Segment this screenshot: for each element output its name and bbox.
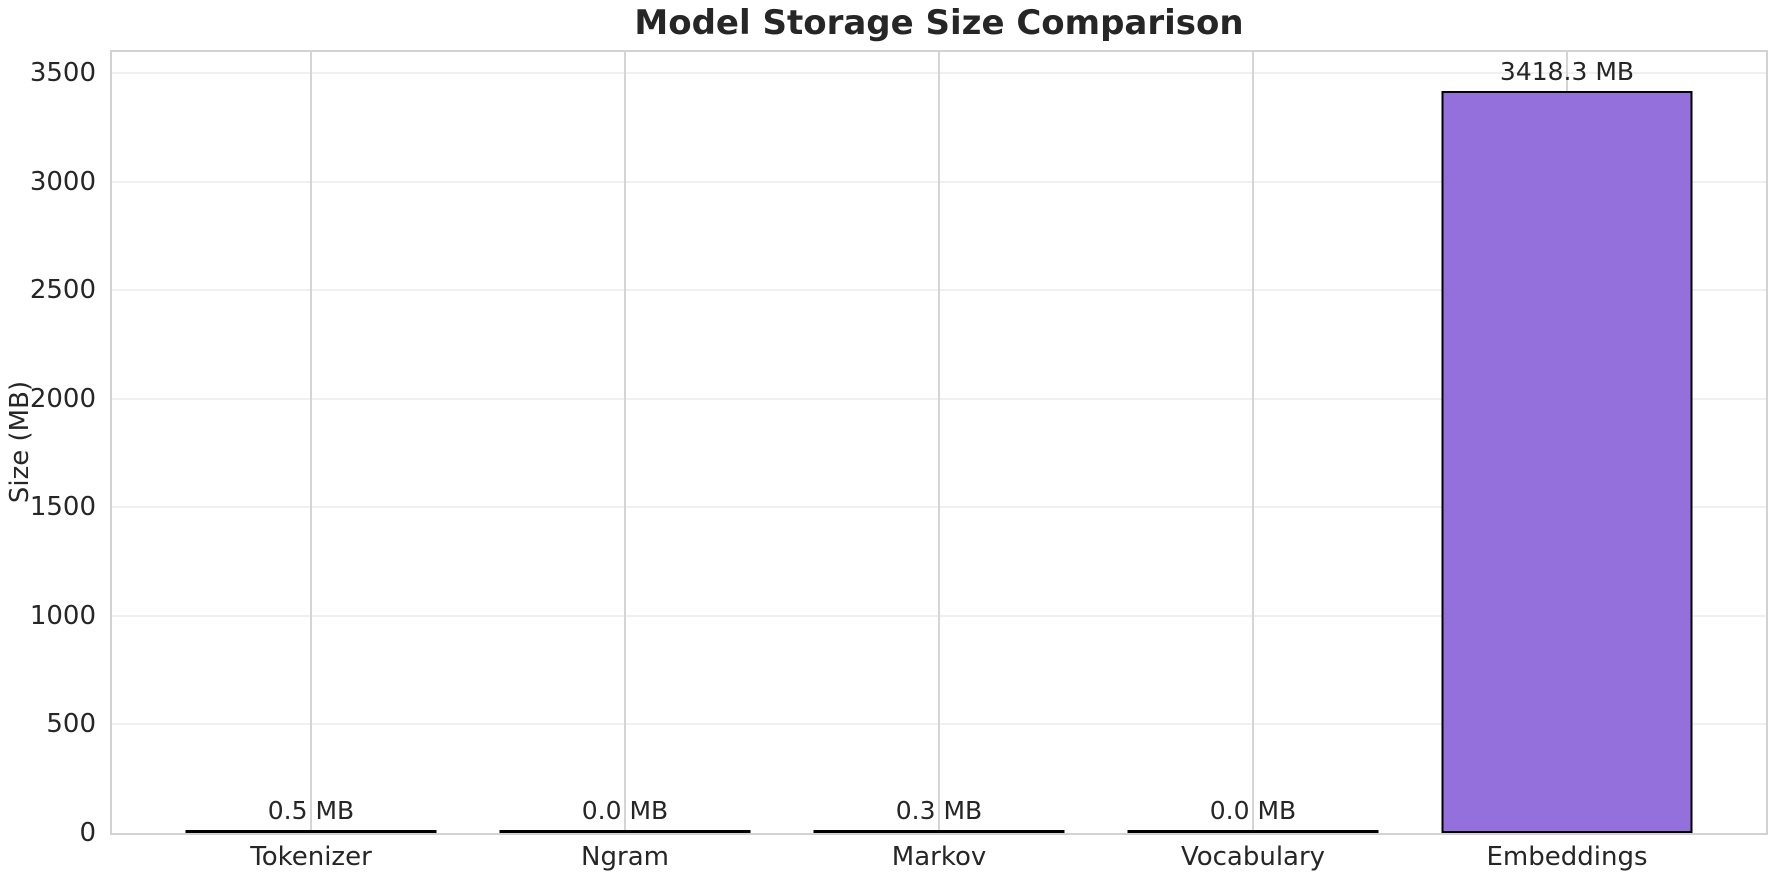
bar-markov	[813, 830, 1065, 833]
y-tick-label: 3500	[29, 58, 96, 89]
bar-value-label: 0.0 MB	[581, 796, 669, 825]
x-tick-label: Markov	[891, 842, 987, 872]
x-tick-label: Ngram	[581, 842, 669, 872]
x-tick-label: Embeddings	[1486, 842, 1648, 872]
y-tick-label: 2000	[29, 383, 96, 414]
gridline-vertical	[624, 52, 626, 833]
y-tick-label: 500	[46, 709, 96, 740]
bar-value-label: 3418.3 MB	[1499, 57, 1635, 87]
x-tick-label: Vocabulary	[1180, 842, 1326, 872]
y-tick-label: 0	[79, 818, 96, 848]
bar-ngram	[499, 830, 751, 833]
chart-title: Model Storage Size Comparison	[634, 3, 1244, 43]
bar-vocabulary	[1127, 830, 1379, 833]
bar-value-label: 0.0 MB	[1209, 796, 1297, 825]
x-tick-label: Tokenizer	[250, 842, 372, 872]
bar-tokenizer	[185, 830, 437, 833]
bar-value-label: 0.5 MB	[267, 796, 355, 825]
y-tick-label: 1000	[29, 600, 96, 631]
gridline-vertical	[938, 52, 940, 833]
plot-area: 0.5 MB 0.0 MB 0.3 MB 0.0 MB 3418.3 MB	[110, 50, 1768, 835]
bar-embeddings	[1441, 91, 1693, 833]
y-tick-label: 3000	[29, 166, 96, 197]
gridline-vertical	[310, 52, 312, 833]
y-tick-label: 1500	[29, 492, 96, 523]
gridline-vertical	[1252, 52, 1254, 833]
y-tick-label: 2500	[29, 275, 96, 306]
bar-value-label: 0.3 MB	[895, 796, 983, 825]
